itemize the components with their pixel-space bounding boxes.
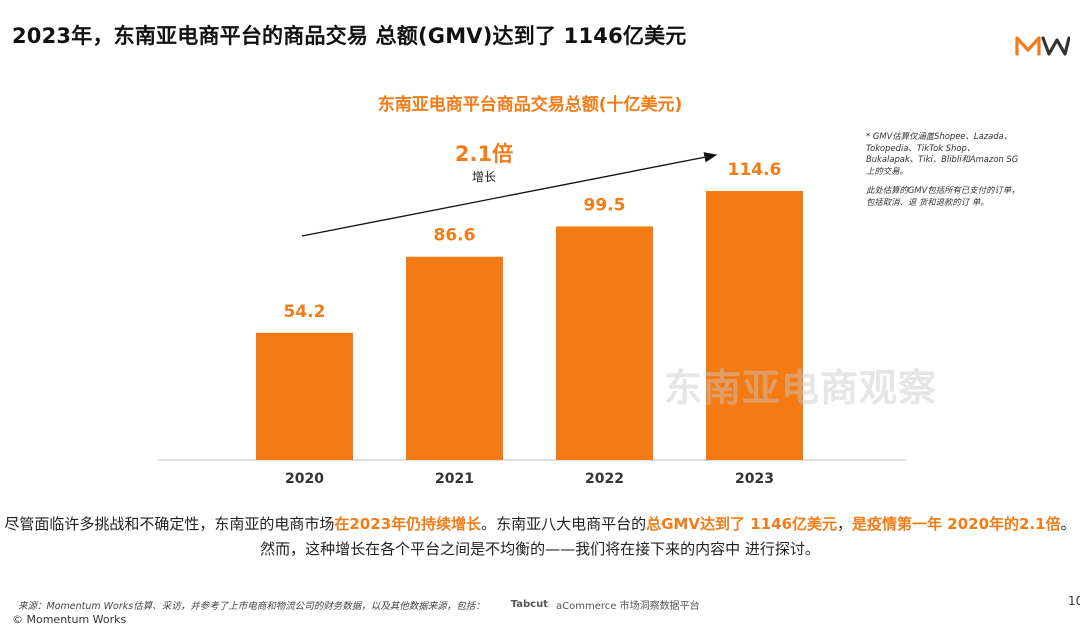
summary-text: 尽管面临许多挑战和不确定性，东南亚的电商市场在2023年仍持续增长。东南亚八大电… bbox=[0, 512, 1080, 562]
summary-part: 。然而，这种增长在各个平台之间是不均衡的——我们将在接下来的内容中 进行探讨。 bbox=[260, 515, 1076, 558]
slide-title: 2023年，东南亚电商平台的商品交易 总额(GMV)达到了 1146亿美元 bbox=[12, 24, 687, 48]
summary-part: ， bbox=[837, 515, 853, 533]
watermark: 东南亚电商观察 bbox=[664, 366, 938, 410]
chart-footnote: * GMV估算仅涵盖Shopee、Lazada、Tokopedia、TikTok… bbox=[866, 131, 1026, 216]
x-tick-label-2021: 2021 bbox=[435, 471, 474, 487]
summary-highlight: 总GMV达到了 1146亿美元 bbox=[646, 515, 838, 533]
growth-multiplier: 2.1倍 bbox=[455, 142, 513, 166]
data-label-2020: 54.2 bbox=[284, 302, 326, 322]
x-tick-label-2022: 2022 bbox=[585, 471, 624, 487]
bar-2023 bbox=[706, 191, 803, 460]
bar-2021 bbox=[406, 256, 503, 460]
x-tick-label-2023: 2023 bbox=[735, 471, 774, 487]
summary-highlight: 是疫情第一年 2020年的2.1倍 bbox=[852, 515, 1061, 533]
summary-part: 尽管面临许多挑战和不确定性，东南亚的电商市场 bbox=[4, 515, 335, 533]
summary-highlight: 在2023年仍持续增长 bbox=[334, 515, 482, 533]
source-note: 来源：Momentum Works估算、采访，并参考了上市电商和物流公司的财务数… bbox=[18, 597, 700, 612]
data-label-2022: 99.5 bbox=[584, 195, 626, 215]
source-brand-tabcut: Tabcut bbox=[510, 599, 548, 610]
source-brand-acommerce: aCommerce 市场洞察数据平台 bbox=[555, 601, 700, 612]
x-tick-label-2020: 2020 bbox=[285, 471, 324, 487]
growth-label: 增长 bbox=[472, 170, 496, 184]
bar-2020 bbox=[256, 332, 353, 460]
momentum-works-logo bbox=[1015, 36, 1070, 56]
footnote-coverage: * GMV估算仅涵盖Shopee、Lazada、Tokopedia、TikTok… bbox=[866, 131, 1019, 176]
data-label-2021: 86.6 bbox=[434, 226, 476, 246]
summary-part: 。东南亚八大电商平台的 bbox=[481, 515, 647, 533]
growth-arrow bbox=[301, 152, 718, 237]
bar-2022 bbox=[556, 226, 653, 460]
data-label-2023: 114.6 bbox=[728, 160, 782, 180]
page-number: 10 bbox=[1068, 594, 1080, 608]
copyright: © Momentum Works bbox=[12, 613, 127, 626]
source-text: 来源：Momentum Works估算、采访，并参考了上市电商和物流公司的财务数… bbox=[18, 600, 485, 612]
chart-title: 东南亚电商平台商品交易总额(十亿美元) bbox=[377, 95, 683, 115]
footnote-definition: 此处估算的GMV包括所有已支付的订单，包括取消、退 货和退款的订 单。 bbox=[866, 185, 1020, 207]
